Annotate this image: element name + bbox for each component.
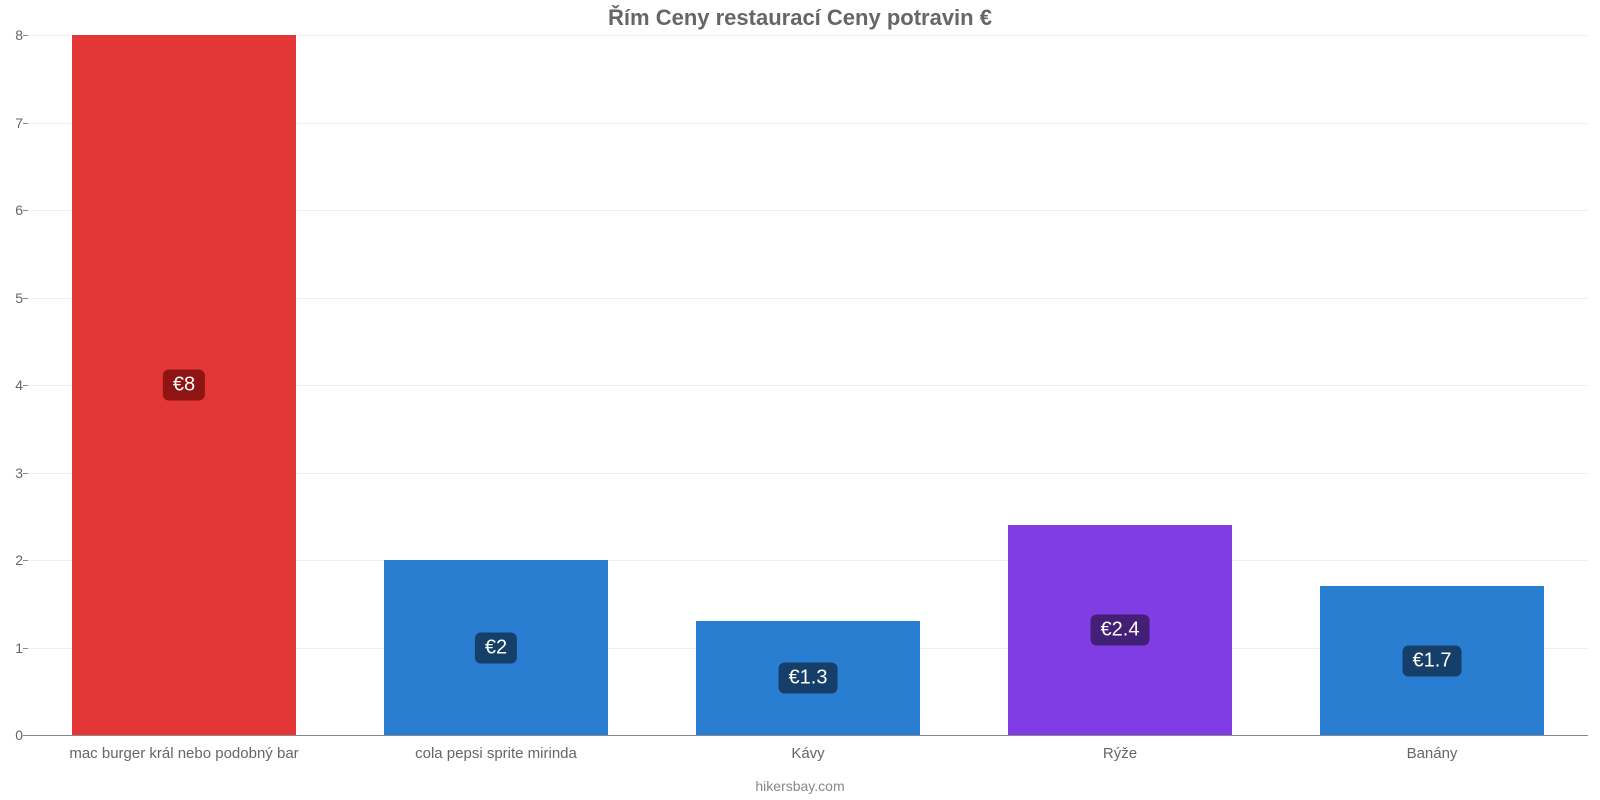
x-tick-label: mac burger král nebo podobný bar [69, 745, 298, 762]
value-badge: €2 [475, 632, 517, 663]
x-tick-label: Banány [1407, 745, 1458, 762]
y-tick-label: 4 [3, 377, 23, 393]
y-tick-label: 5 [3, 290, 23, 306]
y-tick-mark [23, 473, 28, 474]
y-tick-label: 7 [3, 115, 23, 131]
y-tick-mark [23, 123, 28, 124]
y-tick-mark [23, 35, 28, 36]
x-tick-label: cola pepsi sprite mirinda [415, 745, 577, 762]
y-tick-mark [23, 298, 28, 299]
value-badge: €1.3 [779, 663, 838, 694]
y-tick-label: 6 [3, 202, 23, 218]
y-tick-mark [23, 648, 28, 649]
y-tick-mark [23, 210, 28, 211]
x-axis-line [28, 735, 1588, 736]
y-tick-mark [23, 385, 28, 386]
source-label: hikersbay.com [0, 778, 1600, 794]
chart-container: Řím Ceny restaurací Ceny potravin € 0123… [0, 0, 1600, 800]
value-badge: €1.7 [1403, 645, 1462, 676]
value-badge: €8 [163, 370, 205, 401]
y-tick-mark [23, 560, 28, 561]
chart-title: Řím Ceny restaurací Ceny potravin € [0, 5, 1600, 31]
y-tick-label: 0 [3, 727, 23, 743]
y-tick-label: 3 [3, 465, 23, 481]
y-tick-label: 2 [3, 552, 23, 568]
value-badge: €2.4 [1091, 615, 1150, 646]
plot-area: 012345678€8mac burger král nebo podobný … [28, 35, 1588, 735]
x-tick-label: Rýže [1103, 745, 1137, 762]
y-tick-label: 1 [3, 640, 23, 656]
y-tick-label: 8 [3, 27, 23, 43]
x-tick-label: Kávy [791, 745, 824, 762]
